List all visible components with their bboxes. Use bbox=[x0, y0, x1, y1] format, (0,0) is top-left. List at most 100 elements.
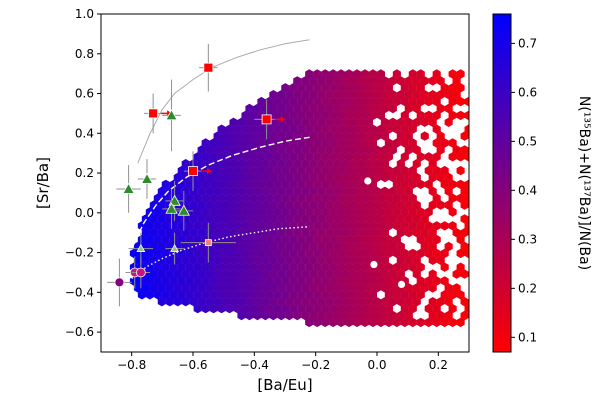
hexbin-cell bbox=[233, 221, 242, 231]
hexbin-cell bbox=[400, 317, 409, 328]
hexbin-cell bbox=[305, 248, 314, 259]
hexbin-cell bbox=[352, 248, 362, 259]
hexbin-cell bbox=[364, 145, 374, 155]
hexbin-cell bbox=[193, 276, 202, 286]
y-tick-label: 0.4 bbox=[75, 126, 94, 140]
hexbin-cell bbox=[321, 138, 330, 148]
hexbin-cell bbox=[245, 255, 254, 265]
hexbin-cell bbox=[333, 241, 342, 252]
hexbin-cell bbox=[277, 283, 286, 293]
hexbin-cell bbox=[460, 214, 469, 224]
hexbin-cell bbox=[352, 69, 362, 79]
hexbin-cell bbox=[348, 269, 358, 279]
hexbin-cell bbox=[209, 165, 218, 176]
marker-triangle bbox=[122, 182, 135, 194]
hexbin-cell bbox=[337, 96, 346, 107]
hexbin-cell bbox=[400, 248, 409, 259]
hexbin-cell bbox=[337, 193, 346, 203]
hexbin-cell bbox=[380, 255, 389, 265]
hexbin-cell bbox=[281, 165, 290, 176]
hexbin-cell bbox=[161, 179, 170, 190]
hexbin-cell bbox=[241, 179, 250, 190]
hexbin-cell bbox=[408, 303, 417, 314]
hexbin-cell bbox=[372, 269, 381, 279]
hexbin-cell bbox=[245, 283, 254, 293]
hexbin-cell bbox=[297, 276, 306, 286]
hexbin-cell bbox=[289, 248, 298, 259]
y-tick-label: −0.2 bbox=[65, 246, 94, 260]
hexbin-cell bbox=[297, 221, 306, 231]
hexbin-cell bbox=[197, 186, 206, 196]
hexbin-cell bbox=[436, 103, 445, 114]
hexbin-cell bbox=[448, 207, 457, 217]
hexbin-cell bbox=[221, 297, 230, 307]
hexbin-cell bbox=[265, 124, 274, 134]
hexbin-cell bbox=[368, 138, 378, 148]
hexbin-cell bbox=[309, 90, 318, 100]
hexbin-cell bbox=[233, 207, 242, 217]
hexbin-cell bbox=[352, 276, 362, 286]
hexbin-cell bbox=[297, 303, 306, 314]
hexbin-cell bbox=[141, 283, 150, 293]
hexbin-cell bbox=[313, 96, 322, 107]
hexbin-cell bbox=[169, 234, 178, 245]
hexbin-cell bbox=[321, 179, 330, 190]
hexbin-cell bbox=[145, 276, 154, 286]
hexbin-cell bbox=[269, 297, 278, 307]
hexbin-cell bbox=[464, 248, 469, 259]
hexbin-cell bbox=[329, 193, 338, 203]
hexbin-cell bbox=[384, 303, 393, 314]
hexbin-cell bbox=[301, 90, 310, 100]
hexbin-cell bbox=[428, 117, 437, 127]
hexbin-cell bbox=[329, 234, 338, 245]
hexbin-cell bbox=[209, 290, 218, 300]
hexbin-cell bbox=[297, 207, 306, 217]
hexbin-cell bbox=[313, 69, 322, 79]
hexbin-cell bbox=[261, 310, 270, 321]
hexbin-cell bbox=[392, 124, 401, 134]
y-tick-label: −0.4 bbox=[65, 285, 94, 299]
hexbin-cell bbox=[201, 193, 210, 203]
hexbin-cell bbox=[444, 186, 453, 196]
hexbin-cell bbox=[289, 303, 298, 314]
hexbin-cell bbox=[400, 83, 409, 93]
hexbin-cell bbox=[408, 138, 417, 148]
hexbin-cell bbox=[412, 255, 421, 265]
hexbin-cell bbox=[221, 145, 230, 155]
hexbin-cell bbox=[428, 76, 437, 86]
hexbin-cell bbox=[452, 269, 461, 279]
hexbin-cell bbox=[189, 200, 198, 210]
hexbin-cell bbox=[145, 221, 154, 231]
hexbin-cell bbox=[189, 186, 198, 196]
hexbin-cell bbox=[341, 172, 350, 183]
hexbin-cell bbox=[185, 234, 194, 245]
hexbin-cell bbox=[149, 228, 158, 238]
hexbin-cell bbox=[460, 145, 469, 155]
hexbin-cell bbox=[285, 241, 294, 252]
hexbin-cell bbox=[281, 276, 290, 286]
hexbin-cell bbox=[173, 255, 182, 265]
hexbin-cell bbox=[213, 159, 222, 169]
hexbin-cell bbox=[456, 290, 465, 300]
hexbin-cell bbox=[408, 207, 417, 217]
hexbin-cell bbox=[157, 186, 166, 196]
hexbin-cell bbox=[348, 241, 358, 252]
hexbin-cell bbox=[317, 228, 326, 238]
hexbin-cell bbox=[293, 255, 302, 265]
hexbin-cell bbox=[436, 76, 445, 86]
hexbin-cell bbox=[341, 145, 350, 155]
hexbin-cell bbox=[313, 221, 322, 231]
hexbin-cell bbox=[241, 165, 250, 176]
hexbin-cell bbox=[161, 290, 170, 300]
hexbin-cell bbox=[305, 179, 314, 190]
hexbin-cell bbox=[181, 283, 190, 293]
hexbin-cell bbox=[317, 269, 326, 279]
hexbin-cell bbox=[432, 303, 441, 314]
hexbin-cell bbox=[233, 290, 242, 300]
hexbin-cell bbox=[404, 76, 413, 86]
hexbin-cell bbox=[388, 269, 397, 279]
hexbin-cell bbox=[225, 165, 234, 176]
hexbin-cell bbox=[205, 186, 214, 196]
hexbin-cell bbox=[376, 234, 385, 245]
hexbin-cell bbox=[277, 297, 286, 307]
